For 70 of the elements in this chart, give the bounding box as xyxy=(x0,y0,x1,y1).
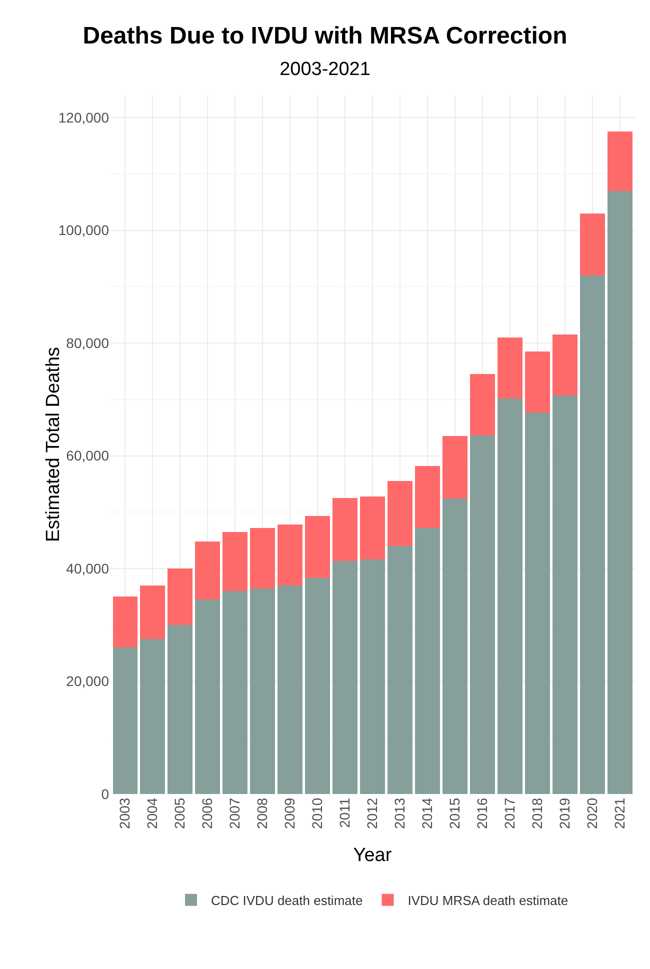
x-tick-label: 2021 xyxy=(611,798,628,829)
bar xyxy=(360,560,385,794)
bar xyxy=(608,190,632,794)
y-tick-label: 20,000 xyxy=(66,673,110,690)
bar xyxy=(140,638,165,794)
y-axis-title: Estimated Total Deaths xyxy=(43,346,64,542)
x-tick-label: 2011 xyxy=(336,798,353,828)
x-tick-label: 2006 xyxy=(199,798,216,829)
x-tick-label: 2003 xyxy=(116,798,133,829)
bar xyxy=(470,374,495,436)
x-tick-label: 2019 xyxy=(556,798,572,829)
bar xyxy=(552,334,578,396)
bar xyxy=(580,275,605,794)
bar xyxy=(168,624,192,794)
bar xyxy=(305,516,330,578)
legend-label: CDC IVDU death estimate xyxy=(211,892,363,908)
bar xyxy=(168,568,192,625)
x-tick-label: 2004 xyxy=(144,798,160,829)
chart-title: Deaths Due to IVDU with MRSA Correction xyxy=(82,22,568,50)
y-tick-label: 0 xyxy=(101,786,110,802)
x-tick-label: 2017 xyxy=(501,798,518,829)
y-tick-label: 40,000 xyxy=(66,560,110,576)
x-tick-label: 2005 xyxy=(172,798,188,829)
bar xyxy=(305,578,330,794)
x-tick-label: 2012 xyxy=(364,798,380,829)
x-axis-title: Year xyxy=(353,845,392,866)
bar xyxy=(388,546,412,794)
bar xyxy=(250,528,275,588)
x-tick-label: 2018 xyxy=(528,798,545,829)
bar xyxy=(222,532,248,592)
x-tick-label: 2014 xyxy=(419,798,436,829)
bar xyxy=(442,436,468,499)
bar xyxy=(552,395,578,794)
y-tick-label: 80,000 xyxy=(66,334,110,351)
x-tick-label: 2008 xyxy=(254,798,270,829)
bar xyxy=(332,498,358,562)
bar xyxy=(222,591,248,794)
bar xyxy=(278,524,302,586)
bar xyxy=(498,337,522,398)
bar xyxy=(442,498,468,794)
x-tick-label: 2015 xyxy=(446,798,463,829)
bar xyxy=(112,596,138,648)
y-tick-label: 120,000 xyxy=(58,109,110,126)
bar xyxy=(250,588,275,794)
bar xyxy=(112,647,138,794)
legend-label: IVDU MRSA death estimate xyxy=(408,892,568,908)
bar xyxy=(525,351,550,412)
x-tick-label: 2007 xyxy=(226,798,243,829)
x-tick-label: 2010 xyxy=(309,798,326,829)
bar xyxy=(415,528,440,794)
x-tick-label: 2013 xyxy=(392,798,408,829)
bar xyxy=(195,600,220,794)
bar xyxy=(580,213,605,276)
bar xyxy=(498,398,522,794)
x-tick-label: 2016 xyxy=(474,798,490,829)
bar xyxy=(415,466,440,528)
y-tick-label: 100,000 xyxy=(58,222,110,238)
bar xyxy=(608,132,632,191)
y-tick-label: 60,000 xyxy=(66,448,110,464)
chart-subtitle: 2003-2021 xyxy=(280,58,370,80)
bar xyxy=(388,481,412,546)
x-tick-label: 2020 xyxy=(584,798,600,829)
bar xyxy=(360,496,385,560)
bar xyxy=(470,435,495,794)
bar xyxy=(195,541,220,600)
bar xyxy=(525,412,550,794)
x-tick-label: 2009 xyxy=(282,798,298,829)
bar xyxy=(332,561,358,794)
bar xyxy=(140,585,165,639)
bar xyxy=(278,585,302,794)
